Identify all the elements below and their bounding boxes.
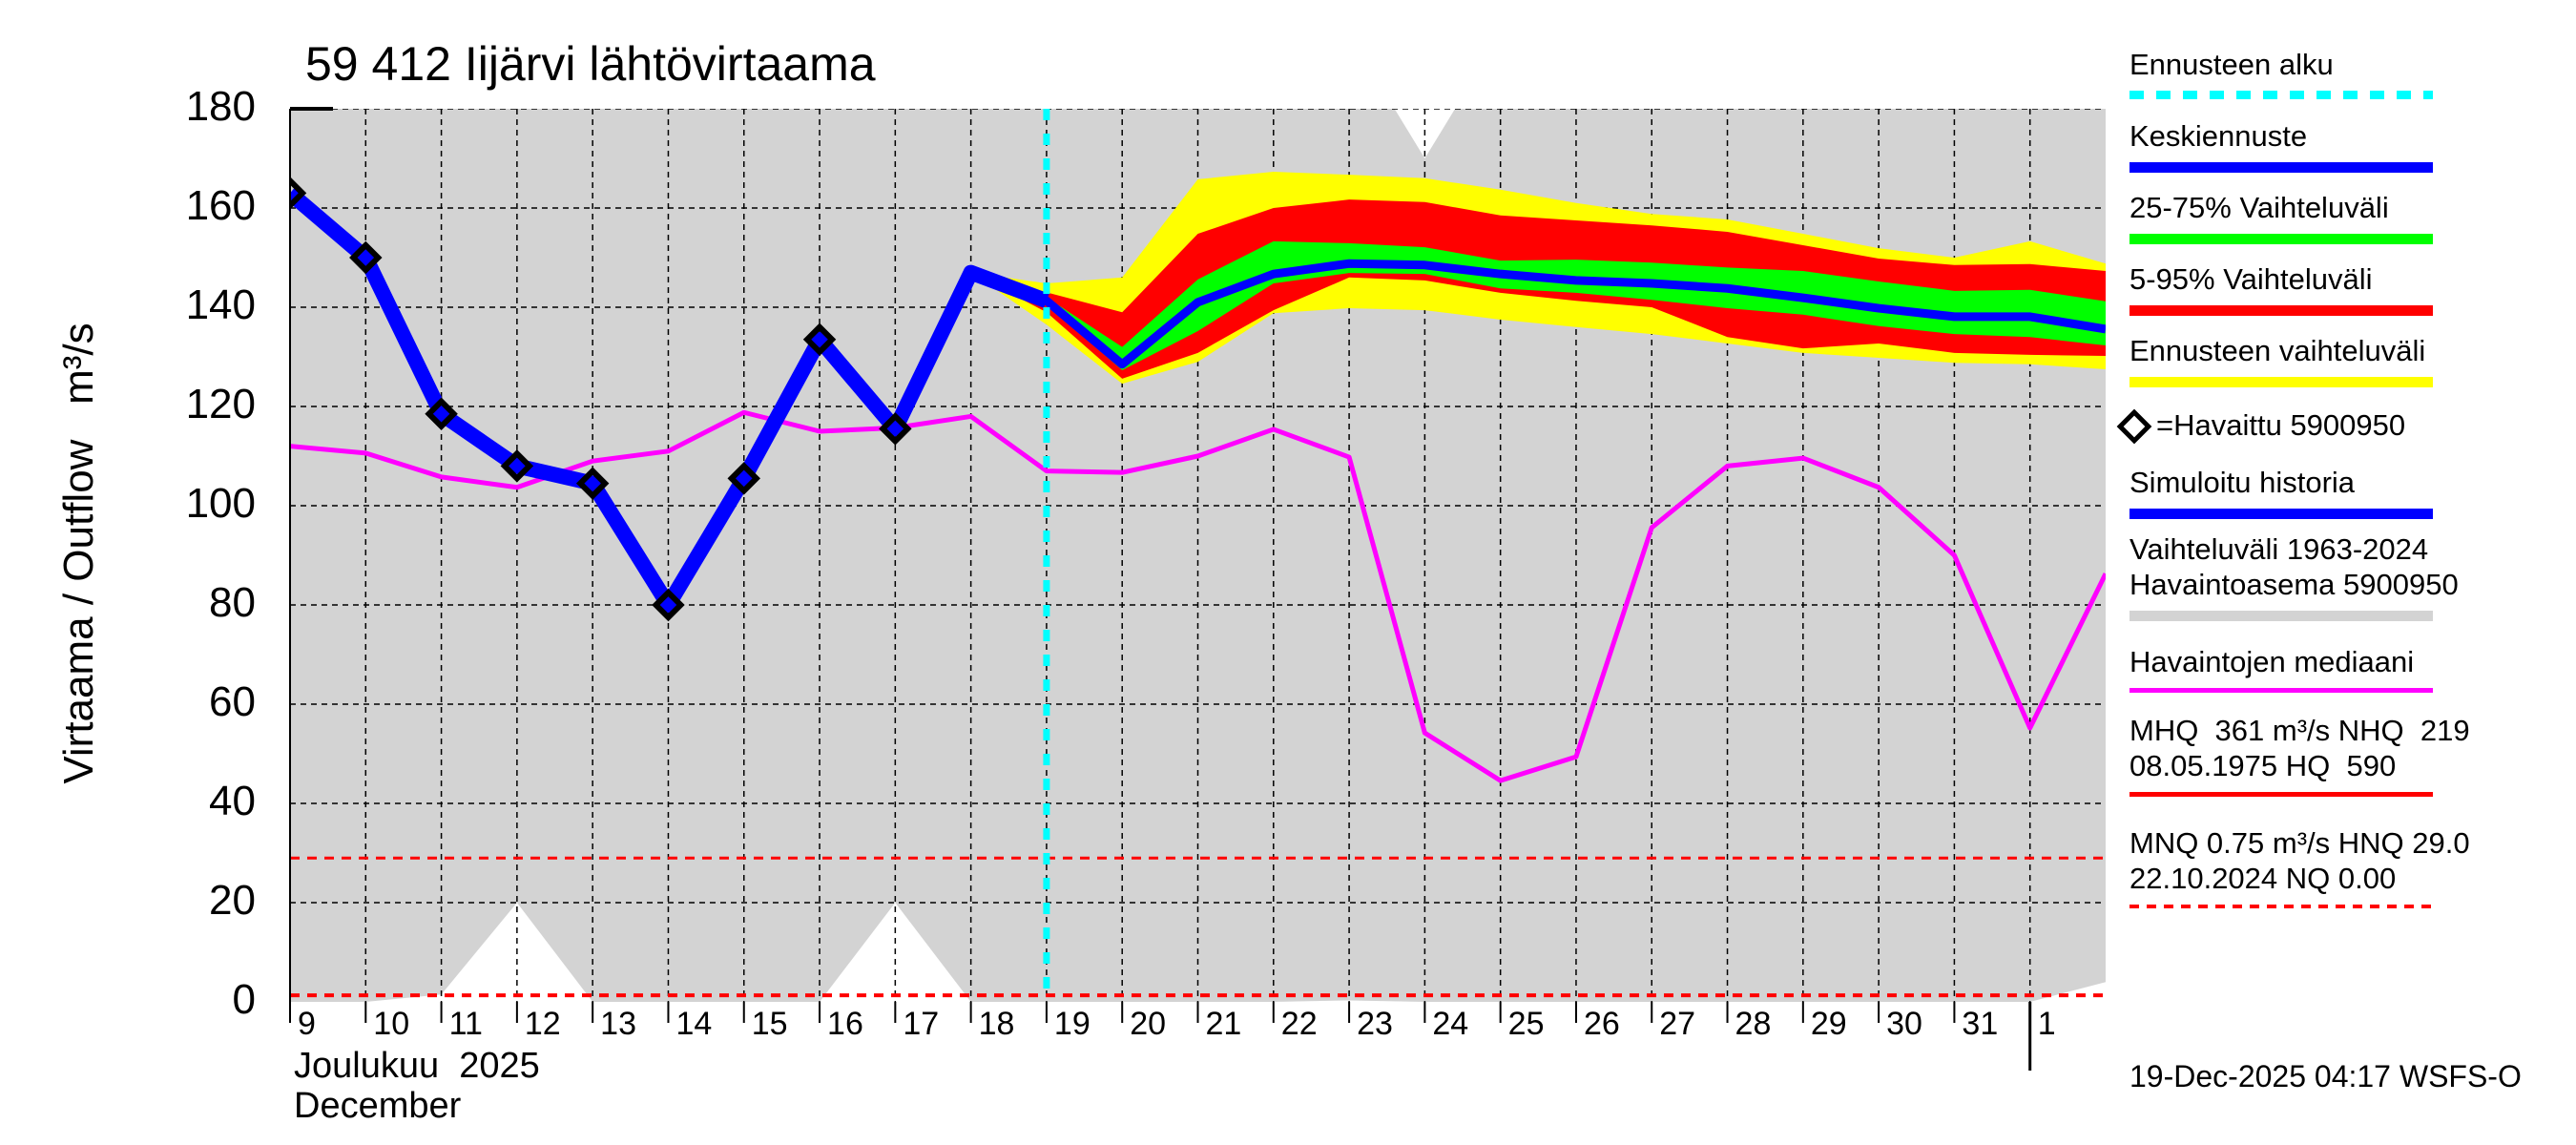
legend-label: Ennusteen vaihteluväli — [2129, 334, 2426, 367]
x-tick-label: 30 — [1886, 1006, 1922, 1042]
legend-item: Ennusteen vaihteluväli — [2129, 334, 2568, 387]
observed-point-marker — [290, 177, 307, 210]
mean-forecast-line — [969, 259, 2106, 369]
x-tick-label: 19 — [1053, 1006, 1091, 1042]
legend-label-text: =Havaittu 5900950 — [2156, 408, 2406, 442]
legend-item: Simuloitu historia — [2129, 466, 2568, 519]
y-tick-label: 120 — [185, 381, 256, 427]
legend-item: Keskiennuste — [2129, 119, 2568, 173]
y-tick-label: 80 — [209, 579, 256, 626]
legend-label: MHQ 361 m³/s NHQ 219 08.05.1975 HQ 590 — [2129, 714, 2470, 782]
x-tick-label: 11 — [448, 1006, 483, 1042]
diamond-marker-icon — [2116, 408, 2152, 445]
x-tick-label: 10 — [373, 1006, 410, 1042]
x-tick-label: 20 — [1130, 1006, 1167, 1042]
legend-swatch — [2129, 162, 2433, 173]
chart-title: 59 412 Iijärvi lähtövirtaama — [305, 37, 876, 91]
y-tick-label: 160 — [185, 182, 256, 229]
plot-clip-group — [290, 109, 2106, 1002]
legend-swatch — [2129, 509, 2433, 519]
x-tick-label: 27 — [1659, 1006, 1696, 1042]
y-tick-label: 20 — [209, 877, 256, 924]
legend-item: 25-75% Vaihteluväli — [2129, 191, 2568, 244]
legend-label: Vaihteluväli 1963-2024 Havaintoasema 590… — [2129, 532, 2459, 601]
legend-label: Ennusteen alku — [2129, 48, 2334, 81]
legend-item: MNQ 0.75 m³/s HNQ 29.0 22.10.2024 NQ 0.0… — [2129, 826, 2568, 908]
legend-swatch — [2129, 91, 2433, 99]
legend-label: MNQ 0.75 m³/s HNQ 29.0 22.10.2024 NQ 0.0… — [2129, 826, 2470, 895]
legend-swatch — [2129, 688, 2433, 693]
legend-item: =Havaittu 5900950 — [2116, 408, 2568, 445]
observed-point-marker — [879, 412, 912, 446]
observed-point-marker — [802, 323, 837, 357]
legend-label: Keskiennuste — [2129, 119, 2308, 153]
x-tick-label: 29 — [1810, 1006, 1847, 1042]
legend-swatch — [2129, 234, 2433, 244]
legend-swatch — [2129, 611, 2433, 621]
legend-label: 5-95% Vaihteluväli — [2129, 262, 2373, 296]
x-tick-label: 17 — [903, 1006, 940, 1042]
x-tick-label: 9 — [298, 1006, 316, 1042]
observed-point-marker — [575, 467, 610, 500]
simulated-history-line — [290, 187, 1049, 613]
y-tick-label: 100 — [185, 480, 256, 527]
y-tick-label: 180 — [185, 83, 256, 130]
x-tick-label: 15 — [751, 1006, 788, 1042]
y-tick-label: 40 — [209, 778, 256, 824]
x-tick-label: 24 — [1432, 1006, 1469, 1042]
y-tick-label: 140 — [185, 281, 256, 328]
x-tick-label: 18 — [978, 1006, 1015, 1042]
legend-item: Havaintojen mediaani — [2129, 645, 2568, 693]
legend-label: =Havaittu 5900950 — [2116, 408, 2568, 445]
x-axis-month-fi: Joulukuu 2025 — [294, 1046, 540, 1086]
observed-point-marker — [652, 588, 685, 622]
y-tick-label: 60 — [209, 678, 256, 725]
x-tick-label: 28 — [1735, 1006, 1772, 1042]
observed-point-marker — [349, 240, 383, 275]
x-tick-label: 23 — [1357, 1006, 1393, 1042]
median-line — [290, 409, 2106, 783]
x-tick-label: 31 — [1962, 1006, 1999, 1042]
legend-label: Simuloitu historia — [2129, 466, 2356, 499]
x-tick-label: 25 — [1507, 1006, 1545, 1042]
x-tick-label: 21 — [1205, 1006, 1242, 1042]
x-axis-month-en: December — [294, 1086, 462, 1126]
y-tick-label: 0 — [232, 976, 256, 1023]
legend-label: 25-75% Vaihteluväli — [2129, 191, 2389, 224]
legend-swatch — [2129, 792, 2433, 797]
legend-item: Ennusteen alku — [2129, 48, 2568, 99]
x-tick-label: 13 — [600, 1006, 636, 1042]
x-tick-label: 22 — [1280, 1006, 1318, 1042]
legend-swatch — [2129, 377, 2433, 387]
legend-label: Havaintojen mediaani — [2129, 645, 2415, 678]
legend-swatch — [2129, 305, 2433, 316]
band-25-75 — [970, 240, 2106, 371]
legend-item: MHQ 361 m³/s NHQ 219 08.05.1975 HQ 590 — [2129, 714, 2568, 797]
timestamp-footer: 19-Dec-2025 04:17 WSFS-O — [2129, 1059, 2522, 1093]
observed-point-marker — [727, 462, 760, 495]
legend-item: 5-95% Vaihteluväli — [2129, 262, 2568, 316]
x-tick-label: 14 — [675, 1006, 713, 1042]
x-tick-label: 12 — [524, 1006, 561, 1042]
observed-point-marker — [500, 449, 534, 483]
x-tick-label: 26 — [1583, 1006, 1620, 1042]
observed-point-marker — [425, 397, 458, 431]
x-tick-label: 16 — [827, 1006, 863, 1042]
legend-swatch — [2129, 905, 2433, 908]
x-tick-label: 1 — [2037, 1006, 2056, 1042]
legend-item: Vaihteluväli 1963-2024 Havaintoasema 590… — [2129, 532, 2568, 621]
